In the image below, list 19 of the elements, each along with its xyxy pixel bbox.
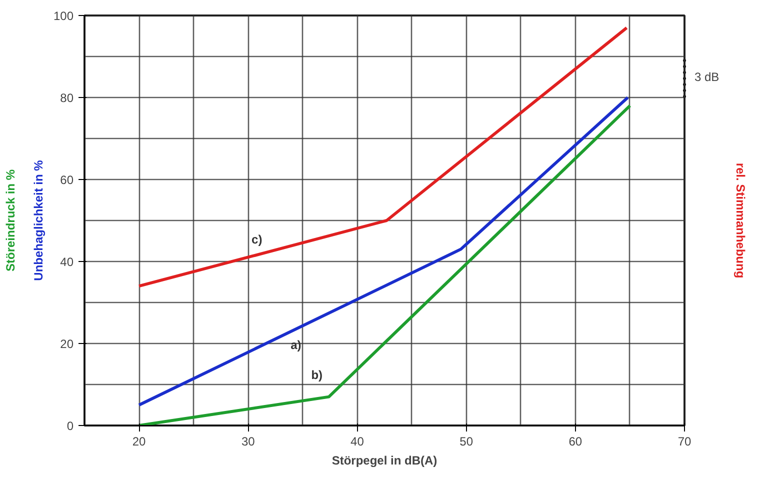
text: 3 dB <box>694 70 720 84</box>
series-label: c) <box>252 232 262 246</box>
y-tick-label: 20 <box>60 337 74 351</box>
x-tick-label: 70 <box>678 434 692 448</box>
y-tick-label: 0 <box>66 419 74 433</box>
text: Störeindruck in % <box>4 169 18 272</box>
series-label: b) <box>311 368 323 382</box>
y-tick-label: 60 <box>60 173 74 187</box>
y-tick-label: 80 <box>60 91 74 105</box>
y-tick-label: 40 <box>60 255 74 269</box>
x-tick-label: 50 <box>460 434 474 448</box>
x-tick-label: 30 <box>241 434 256 448</box>
y-axis-title: Unbehaglichkeit in % <box>31 160 46 281</box>
x-tick-label: 40 <box>350 434 364 448</box>
x-tick-label: 20 <box>132 434 146 448</box>
x-tick-label: 60 <box>568 434 582 448</box>
x-axis-title: Störpegel in dB(A) <box>332 454 438 468</box>
y2-axis-title: rel. Stimmanhebung <box>734 162 748 278</box>
y-tick-label: 100 <box>53 9 74 23</box>
